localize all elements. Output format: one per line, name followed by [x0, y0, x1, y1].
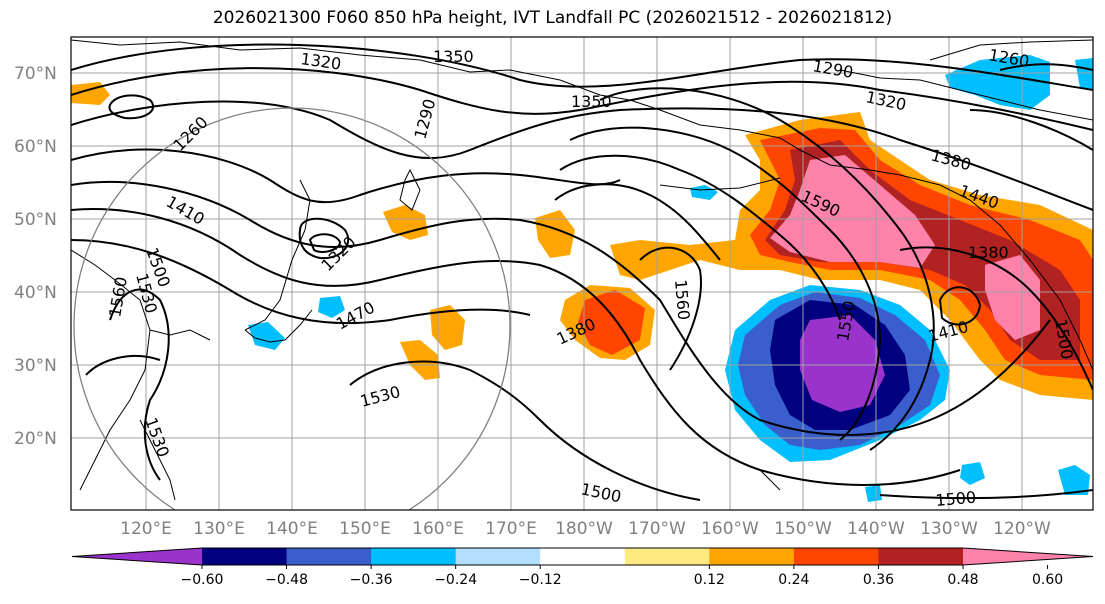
lon-label: 120°W	[993, 519, 1051, 539]
colorbar-tick-label: 0.36	[863, 572, 894, 588]
colorbar-tick-label: −0.24	[434, 572, 477, 588]
lat-label: 60°N	[14, 137, 57, 157]
colorbar-tick-label: 0.12	[694, 572, 725, 588]
lon-label: 140°W	[847, 519, 905, 539]
lat-label: 40°N	[14, 283, 57, 303]
lon-label: 170°E	[485, 519, 537, 539]
colorbar-segment	[793, 548, 879, 565]
lon-label: 150°E	[339, 519, 391, 539]
colorbar-tick-label: −0.60	[181, 572, 224, 588]
colorbar-tick-label: −0.36	[350, 572, 393, 588]
lon-label: 130°W	[920, 519, 978, 539]
colorbar-segment	[455, 548, 541, 565]
chart-title: 2026021300 F060 850 hPa height, IVT Land…	[212, 8, 893, 28]
lat-label: 30°N	[14, 356, 57, 376]
colorbar-tick-label: −0.12	[519, 572, 562, 588]
colorbar-tick-label: 0.24	[778, 572, 809, 588]
lon-label: 160°W	[701, 519, 759, 539]
lon-label: 120°E	[120, 519, 172, 539]
contour-label: 1350	[433, 47, 474, 66]
colorbar-segment	[878, 548, 964, 565]
lon-label: 140°E	[266, 519, 318, 539]
colorbar-segment	[540, 548, 626, 565]
colorbar-extend-max	[963, 548, 1093, 565]
contour-label: 1500	[935, 488, 977, 510]
lon-label: 170°W	[628, 519, 686, 539]
contour-label: 1380	[968, 243, 1009, 262]
colorbar-tick-label: 0.48	[947, 572, 978, 588]
lon-label: 130°E	[193, 519, 245, 539]
colorbar-segment	[624, 548, 710, 565]
colorbar-segment	[709, 548, 795, 565]
colorbar-extend-min	[72, 548, 202, 565]
colorbar-tick-label: 0.60	[1032, 572, 1063, 588]
contour-label: 1560	[671, 279, 693, 321]
colorbar-segment	[202, 548, 288, 565]
ivt-negative-anomaly-shading	[248, 55, 1093, 502]
height-contours	[71, 43, 1093, 501]
map-frame	[70, 36, 1094, 511]
lon-label: 160°E	[412, 519, 464, 539]
range-circle	[73, 107, 511, 510]
contour-label: 1350	[571, 92, 612, 111]
longitude-labels: 120°E 130°E 140°E 150°E 160°E 170°E 180°…	[120, 519, 1051, 539]
colorbar: −0.60 −0.48 −0.36 −0.24 −0.12 0.12 0.24 0.36 0.4…	[71, 547, 1094, 588]
lon-label: 150°W	[774, 519, 832, 539]
colorbar-segment	[371, 548, 457, 565]
lon-label: 180°W	[555, 519, 613, 539]
lat-label: 50°N	[14, 210, 57, 230]
lat-label: 20°N	[14, 429, 57, 449]
lat-label: 70°N	[14, 64, 57, 84]
latitude-labels: 70°N 60°N 50°N 40°N 30°N 20°N	[14, 64, 57, 449]
colorbar-segment	[286, 548, 372, 565]
colorbar-tick-label: −0.48	[265, 572, 308, 588]
